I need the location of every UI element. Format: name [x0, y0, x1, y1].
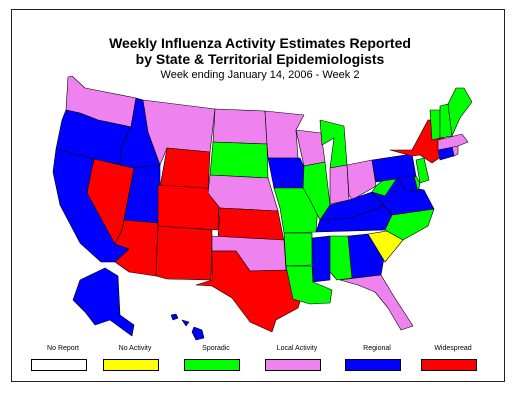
state-me [447, 87, 473, 137]
state-md [396, 175, 419, 193]
state-co [157, 184, 221, 231]
state-ar [283, 232, 313, 267]
state-nj [415, 157, 430, 184]
state-in [329, 164, 350, 205]
state-al [329, 235, 353, 281]
state-ak [72, 267, 135, 337]
state-ks [217, 207, 285, 242]
state-ne [207, 174, 279, 212]
state-tx [195, 250, 306, 333]
state-oh [346, 159, 377, 201]
state-sd [209, 141, 269, 179]
state-hi [170, 313, 205, 341]
state-la [285, 265, 333, 305]
state-ia [267, 157, 309, 189]
title-line-1: Weekly Influenza Activity Estimates Repo… [109, 35, 411, 51]
state-ma [437, 133, 469, 151]
subtitle: Week ending January 14, 2006 - Week 2 [160, 69, 360, 81]
state-nm [155, 225, 213, 281]
state-nd [212, 108, 268, 145]
state-ms [311, 235, 331, 283]
state-fl [339, 274, 414, 331]
state-vt [429, 109, 441, 141]
title-line-2: by State & Territorial Epidemiologists [135, 51, 385, 67]
